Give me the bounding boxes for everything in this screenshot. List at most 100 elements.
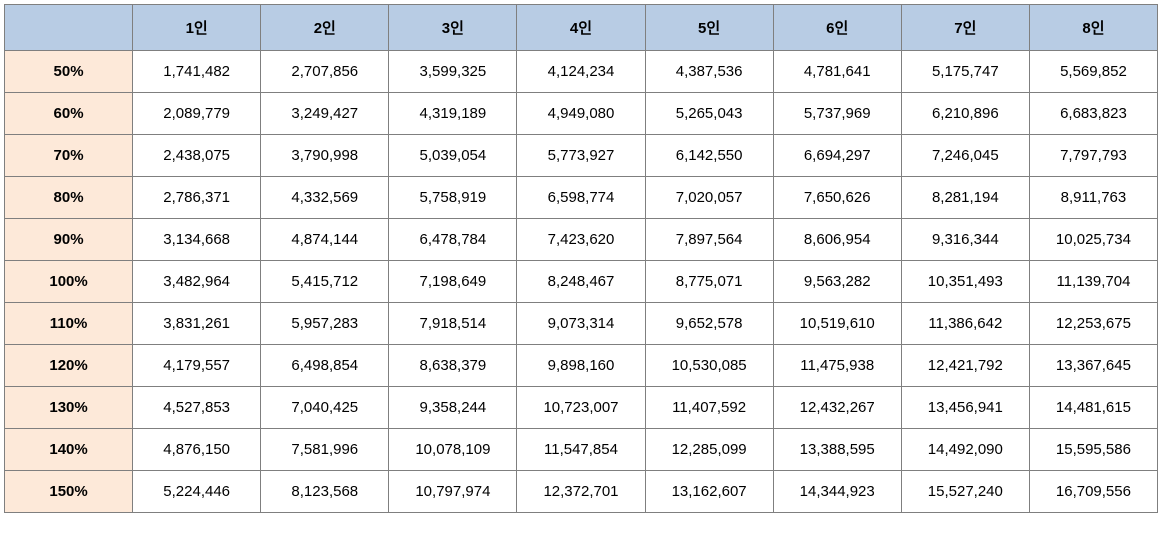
- data-cell: 9,073,314: [517, 303, 645, 345]
- data-cell: 4,527,853: [133, 387, 261, 429]
- col-header: 2인: [261, 5, 389, 51]
- data-cell: 13,162,607: [645, 471, 773, 513]
- table-row: 90% 3,134,668 4,874,144 6,478,784 7,423,…: [5, 219, 1158, 261]
- data-cell: 7,897,564: [645, 219, 773, 261]
- data-cell: 4,179,557: [133, 345, 261, 387]
- table-row: 130% 4,527,853 7,040,425 9,358,244 10,72…: [5, 387, 1158, 429]
- data-cell: 8,606,954: [773, 219, 901, 261]
- data-cell: 8,775,071: [645, 261, 773, 303]
- data-cell: 1,741,482: [133, 51, 261, 93]
- data-cell: 2,707,856: [261, 51, 389, 93]
- data-cell: 7,650,626: [773, 177, 901, 219]
- data-cell: 14,492,090: [901, 429, 1029, 471]
- data-cell: 12,421,792: [901, 345, 1029, 387]
- data-cell: 4,124,234: [517, 51, 645, 93]
- table-row: 110% 3,831,261 5,957,283 7,918,514 9,073…: [5, 303, 1158, 345]
- data-cell: 9,652,578: [645, 303, 773, 345]
- data-cell: 8,248,467: [517, 261, 645, 303]
- data-cell: 7,581,996: [261, 429, 389, 471]
- data-cell: 5,415,712: [261, 261, 389, 303]
- data-cell: 12,253,675: [1029, 303, 1157, 345]
- data-cell: 6,478,784: [389, 219, 517, 261]
- data-cell: 9,358,244: [389, 387, 517, 429]
- col-header: 3인: [389, 5, 517, 51]
- row-header: 60%: [5, 93, 133, 135]
- row-header: 130%: [5, 387, 133, 429]
- col-header: 1인: [133, 5, 261, 51]
- table-row: 100% 3,482,964 5,415,712 7,198,649 8,248…: [5, 261, 1158, 303]
- data-cell: 11,139,704: [1029, 261, 1157, 303]
- data-cell: 11,407,592: [645, 387, 773, 429]
- data-cell: 15,527,240: [901, 471, 1029, 513]
- data-cell: 12,285,099: [645, 429, 773, 471]
- data-cell: 10,078,109: [389, 429, 517, 471]
- row-header: 150%: [5, 471, 133, 513]
- data-cell: 5,737,969: [773, 93, 901, 135]
- data-cell: 16,709,556: [1029, 471, 1157, 513]
- data-cell: 6,210,896: [901, 93, 1029, 135]
- data-cell: 8,123,568: [261, 471, 389, 513]
- data-cell: 3,249,427: [261, 93, 389, 135]
- col-header: 6인: [773, 5, 901, 51]
- data-cell: 7,797,793: [1029, 135, 1157, 177]
- data-cell: 2,089,779: [133, 93, 261, 135]
- table-row: 60% 2,089,779 3,249,427 4,319,189 4,949,…: [5, 93, 1158, 135]
- data-cell: 13,388,595: [773, 429, 901, 471]
- data-cell: 5,175,747: [901, 51, 1029, 93]
- data-cell: 3,790,998: [261, 135, 389, 177]
- data-cell: 4,332,569: [261, 177, 389, 219]
- data-cell: 3,482,964: [133, 261, 261, 303]
- data-cell: 14,481,615: [1029, 387, 1157, 429]
- col-header: 4인: [517, 5, 645, 51]
- data-cell: 10,530,085: [645, 345, 773, 387]
- table-row: 80% 2,786,371 4,332,569 5,758,919 6,598,…: [5, 177, 1158, 219]
- col-header: 5인: [645, 5, 773, 51]
- data-cell: 5,773,927: [517, 135, 645, 177]
- data-cell: 5,224,446: [133, 471, 261, 513]
- col-header: 7인: [901, 5, 1029, 51]
- table-row: 150% 5,224,446 8,123,568 10,797,974 12,3…: [5, 471, 1158, 513]
- data-cell: 6,694,297: [773, 135, 901, 177]
- data-cell: 5,758,919: [389, 177, 517, 219]
- row-header: 90%: [5, 219, 133, 261]
- data-cell: 10,519,610: [773, 303, 901, 345]
- data-cell: 6,598,774: [517, 177, 645, 219]
- data-cell: 4,781,641: [773, 51, 901, 93]
- data-cell: 5,039,054: [389, 135, 517, 177]
- table-header-row: 1인 2인 3인 4인 5인 6인 7인 8인: [5, 5, 1158, 51]
- data-cell: 4,387,536: [645, 51, 773, 93]
- data-cell: 9,898,160: [517, 345, 645, 387]
- data-cell: 9,316,344: [901, 219, 1029, 261]
- data-cell: 11,475,938: [773, 345, 901, 387]
- row-header: 80%: [5, 177, 133, 219]
- data-cell: 10,723,007: [517, 387, 645, 429]
- data-cell: 8,281,194: [901, 177, 1029, 219]
- data-cell: 7,246,045: [901, 135, 1029, 177]
- row-header: 140%: [5, 429, 133, 471]
- data-cell: 4,319,189: [389, 93, 517, 135]
- data-cell: 3,134,668: [133, 219, 261, 261]
- data-cell: 12,372,701: [517, 471, 645, 513]
- data-cell: 2,786,371: [133, 177, 261, 219]
- table-row: 70% 2,438,075 3,790,998 5,039,054 5,773,…: [5, 135, 1158, 177]
- row-header: 100%: [5, 261, 133, 303]
- data-cell: 6,498,854: [261, 345, 389, 387]
- row-header: 70%: [5, 135, 133, 177]
- row-header: 50%: [5, 51, 133, 93]
- data-cell: 8,911,763: [1029, 177, 1157, 219]
- data-cell: 6,683,823: [1029, 93, 1157, 135]
- data-cell: 10,351,493: [901, 261, 1029, 303]
- data-cell: 15,595,586: [1029, 429, 1157, 471]
- data-cell: 9,563,282: [773, 261, 901, 303]
- data-cell: 2,438,075: [133, 135, 261, 177]
- data-cell: 13,367,645: [1029, 345, 1157, 387]
- col-header: 8인: [1029, 5, 1157, 51]
- data-cell: 13,456,941: [901, 387, 1029, 429]
- row-header: 110%: [5, 303, 133, 345]
- data-cell: 4,874,144: [261, 219, 389, 261]
- data-cell: 7,198,649: [389, 261, 517, 303]
- data-cell: 5,957,283: [261, 303, 389, 345]
- data-cell: 10,025,734: [1029, 219, 1157, 261]
- data-cell: 5,265,043: [645, 93, 773, 135]
- table-row: 120% 4,179,557 6,498,854 8,638,379 9,898…: [5, 345, 1158, 387]
